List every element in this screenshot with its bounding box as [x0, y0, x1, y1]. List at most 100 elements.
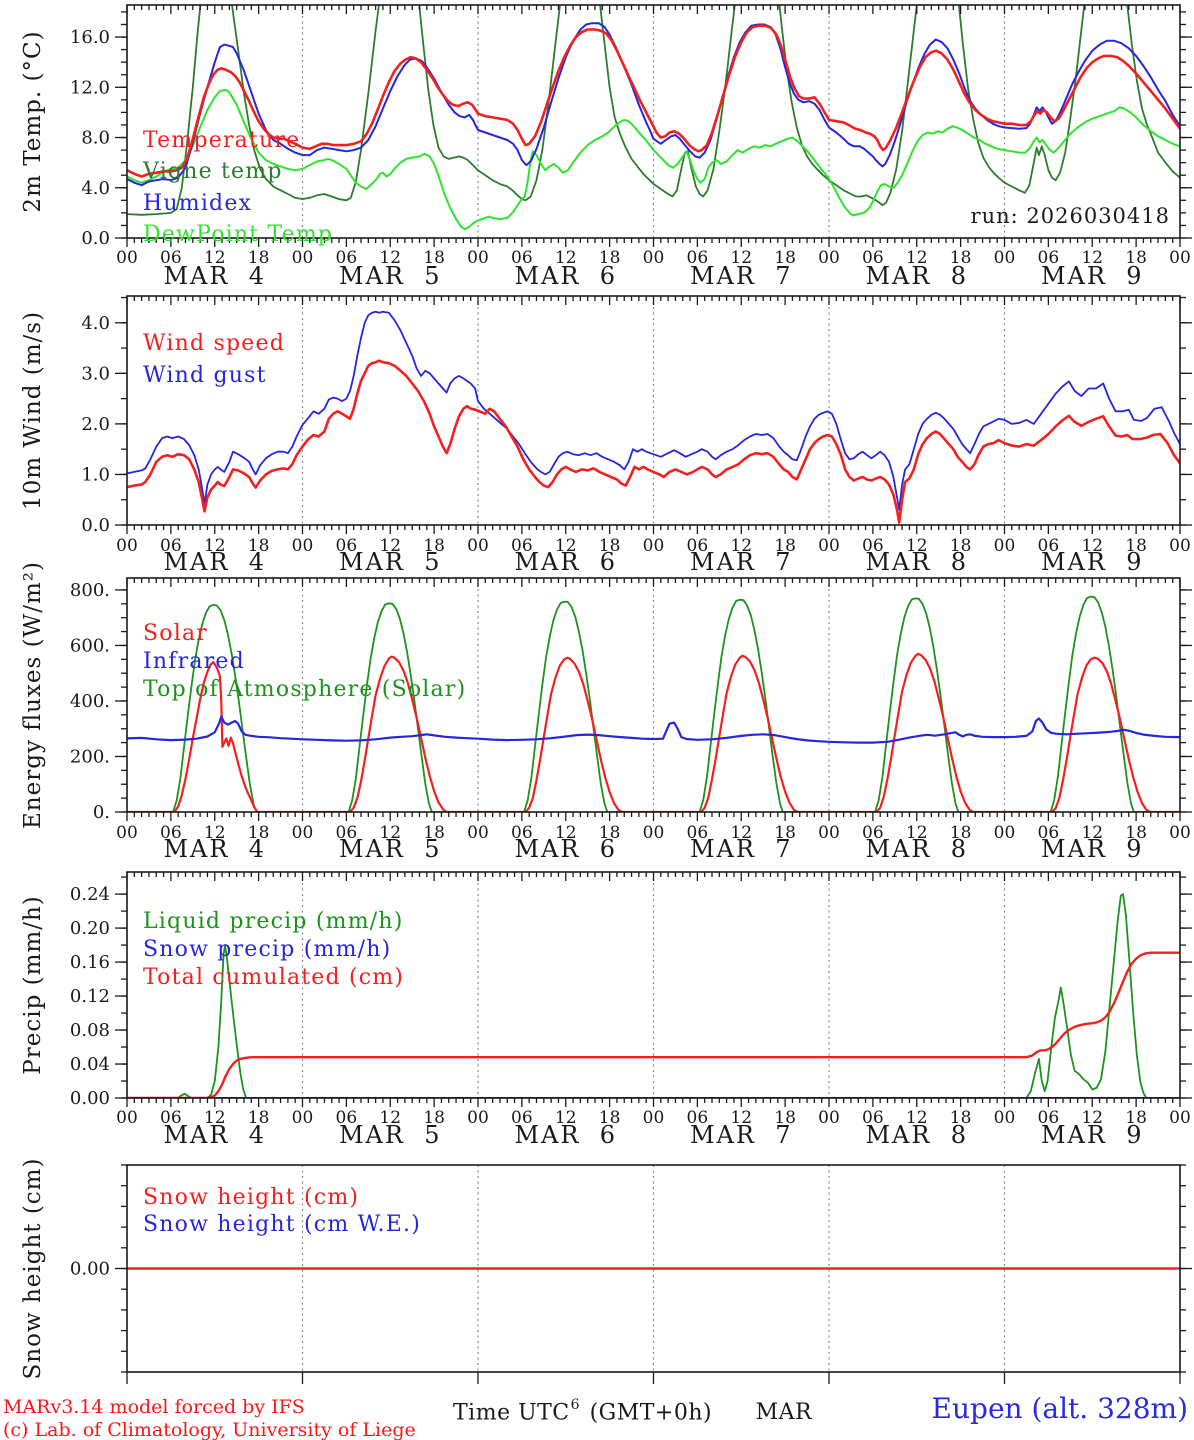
x-hour-label: 18: [423, 823, 445, 843]
x-hour-label: 12: [555, 1108, 577, 1128]
x-date-label: MAR 7: [690, 1121, 793, 1149]
x-hour-label: 12: [555, 823, 577, 843]
y-tick-label: 800.: [70, 580, 110, 601]
x-hour-label: 18: [950, 248, 972, 268]
x-hour-label: 06: [862, 823, 884, 843]
x-hour-label: 18: [599, 1108, 621, 1128]
x-hour-label: 12: [204, 823, 226, 843]
y-tick-label: 0.00: [70, 1259, 110, 1280]
x-hour-label: 12: [379, 823, 401, 843]
x-hour-label: 06: [511, 248, 533, 268]
temperature-line: [127, 24, 1180, 178]
y-tick-label: 0.16: [70, 952, 110, 973]
y-axis-title: Precip (mm/h): [20, 895, 46, 1074]
x-hour-label: 12: [730, 536, 752, 556]
wind-gust-line: [127, 310, 1180, 511]
x-hour-label: 18: [1125, 248, 1147, 268]
x-hour-label: 18: [774, 536, 796, 556]
x-date-label: MAR 4: [163, 548, 266, 576]
x-hour-label: 06: [336, 823, 358, 843]
y-tick-label: 0.: [93, 802, 110, 823]
model-credit-line1: MARv3.14 model forced by IFS: [3, 1396, 305, 1418]
panel-wind-panel: 0.0 1.0 2.0 3.0 4.0 00 06 12 18 00 06 12 18 00 06 12 18 0…: [20, 295, 1192, 576]
x-hour-label: 06: [862, 1108, 884, 1128]
x-hour-label: 18: [774, 823, 796, 843]
x-date-label: MAR 9: [1041, 548, 1144, 576]
panel-precip-panel: 0.00 0.04 0.08 0.12 0.16 0.20 0.24 00 06 12 18 00 06…: [20, 871, 1192, 1149]
x-hour-label: 00: [994, 823, 1016, 843]
x-hour-label: 12: [204, 536, 226, 556]
x-hour-label: 06: [1038, 1108, 1060, 1128]
x-hour-label: 12: [906, 248, 928, 268]
x-hour-label: 00: [467, 248, 489, 268]
x-hour-label: 00: [818, 248, 840, 268]
x-hour-label: 12: [555, 248, 577, 268]
model-label: MAR: [755, 1400, 813, 1426]
x-hour-label: 00: [818, 1108, 840, 1128]
y-axis-title: 2m Temp. (°C): [20, 30, 46, 212]
y-tick-label: 0.24: [70, 884, 110, 905]
x-hour-label: 06: [160, 536, 182, 556]
x-hour-label: 06: [687, 823, 709, 843]
liquid-precip-mm-h: Liquid precip (mm/h): [143, 909, 404, 934]
timezone-label: (GMT+0h): [589, 1400, 713, 1426]
x-hour-label: 18: [950, 536, 972, 556]
x-hour-label: 00: [818, 823, 840, 843]
x-hour-label: 18: [599, 248, 621, 268]
x-hour-label: 18: [599, 823, 621, 843]
y-axis-title: Snow height (cm): [20, 1158, 46, 1380]
x-hour-label: 06: [336, 1108, 358, 1128]
x-hour-label: 06: [687, 536, 709, 556]
x-hour-label: 18: [599, 536, 621, 556]
y-tick-label: 2.0: [81, 414, 110, 435]
x-date-label: MAR 4: [163, 262, 266, 290]
x-date-label: MAR 6: [514, 262, 617, 290]
x-date-label: MAR 9: [1041, 835, 1144, 863]
x-hour-label: 00: [1169, 536, 1191, 556]
x-hour-label: 18: [423, 536, 445, 556]
snow-height-cm: Snow height (cm): [143, 1185, 359, 1210]
y-tick-label: 400.: [70, 691, 110, 712]
y-tick-label: 600.: [70, 635, 110, 656]
x-hour-label: 00: [467, 536, 489, 556]
x-date-label: MAR 7: [690, 835, 793, 863]
y-tick-label: 8.0: [81, 128, 110, 149]
station-label: Eupen (alt. 328m): [931, 1392, 1188, 1425]
y-tick-label: 1.0: [81, 464, 110, 485]
total-cumulated-cm: Total cumulated (cm): [143, 965, 404, 990]
x-date-label: MAR 4: [163, 835, 266, 863]
x-hour-label: 06: [160, 1108, 182, 1128]
x-date-label: MAR 5: [339, 835, 442, 863]
x-hour-label: 00: [467, 1108, 489, 1128]
x-hour-label: 12: [379, 1108, 401, 1128]
y-tick-label: 0.0: [81, 515, 110, 536]
x-date-label: MAR 6: [514, 1121, 617, 1149]
y-tick-label: 12.0: [70, 77, 110, 98]
x-hour-label: 18: [1125, 823, 1147, 843]
x-hour-label: 12: [906, 536, 928, 556]
x-hour-label: 00: [994, 248, 1016, 268]
x-hour-label: 06: [336, 248, 358, 268]
x-hour-label: 12: [379, 536, 401, 556]
temperature: Temperature: [143, 128, 300, 153]
x-hour-label: 12: [730, 823, 752, 843]
humidex: Humidex: [143, 191, 252, 216]
x-hour-label: 06: [862, 248, 884, 268]
x-date-label: MAR 5: [339, 548, 442, 576]
x-hour-label: 12: [730, 248, 752, 268]
x-hour-label: 18: [248, 1108, 270, 1128]
y-axis-title: 10m Wind (m/s): [20, 311, 46, 510]
x-hour-label: 00: [116, 1108, 138, 1128]
x-hour-label: 00: [292, 823, 314, 843]
x-hour-label: 18: [248, 536, 270, 556]
y-tick-label: 16.0: [70, 27, 110, 48]
x-date-label: MAR 7: [690, 548, 793, 576]
x-date-label: MAR 9: [1041, 1121, 1144, 1149]
x-hour-label: 12: [379, 248, 401, 268]
y-tick-label: 0.0: [81, 228, 110, 249]
x-hour-label: 18: [950, 1108, 972, 1128]
x-hour-label: 18: [950, 823, 972, 843]
y-tick-label: 0.04: [70, 1054, 110, 1075]
